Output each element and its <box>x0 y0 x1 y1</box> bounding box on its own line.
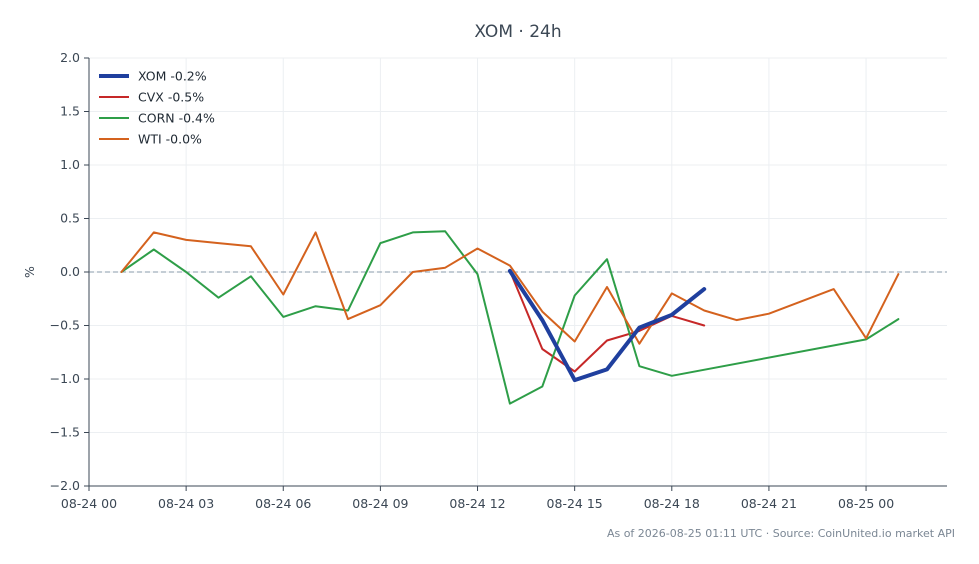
x-axis-ticks: 08-24 00 08-24 03 08-24 06 08-24 09 08-24 12… <box>61 486 894 511</box>
series-line-3 <box>120 231 900 345</box>
legend-label-0: XOM -0.2% <box>138 69 207 84</box>
y-axis-ticks: −2.0 −1.5 −1.0 −0.5 0.0 0.5 1.0 1.5 2.0 <box>50 50 89 493</box>
series-line-2 <box>120 230 900 405</box>
x-tick-label-8: 08-25 00 <box>838 496 894 511</box>
y-tick-label-8: 2.0 <box>60 50 80 65</box>
series-lines <box>120 230 900 405</box>
x-tick-label-7: 08-24 21 <box>741 496 797 511</box>
y-tick-label-0: −2.0 <box>50 478 80 493</box>
y-tick-label-5: 0.5 <box>60 211 80 226</box>
y-tick-label-2: −1.0 <box>50 371 80 386</box>
y-axis-label: % <box>22 266 37 278</box>
x-tick-label-0: 08-24 00 <box>61 496 117 511</box>
x-tick-label-4: 08-24 12 <box>449 496 505 511</box>
y-tick-label-7: 1.5 <box>60 104 80 119</box>
legend-label-2: CORN -0.4% <box>138 111 215 126</box>
x-tick-label-3: 08-24 09 <box>352 496 408 511</box>
source-footer: As of 2026-08-25 01:11 UTC · Source: Coi… <box>607 527 955 540</box>
chart-title: XOM · 24h <box>474 22 561 42</box>
series-line-1 <box>508 269 706 373</box>
legend-label-3: WTI -0.0% <box>138 132 202 147</box>
x-tick-label-6: 08-24 18 <box>644 496 700 511</box>
x-tick-label-5: 08-24 15 <box>547 496 603 511</box>
y-tick-label-1: −1.5 <box>50 425 80 440</box>
series-line-0 <box>507 268 707 383</box>
y-tick-label-6: 1.0 <box>60 157 80 172</box>
legend-label-1: CVX -0.5% <box>138 90 204 105</box>
x-tick-label-1: 08-24 03 <box>158 496 214 511</box>
y-tick-label-3: −0.5 <box>50 318 80 333</box>
x-tick-label-2: 08-24 06 <box>255 496 311 511</box>
legend: XOM -0.2% CVX -0.5% CORN -0.4% WTI -0.0% <box>99 69 215 147</box>
y-tick-label-4: 0.0 <box>60 264 80 279</box>
